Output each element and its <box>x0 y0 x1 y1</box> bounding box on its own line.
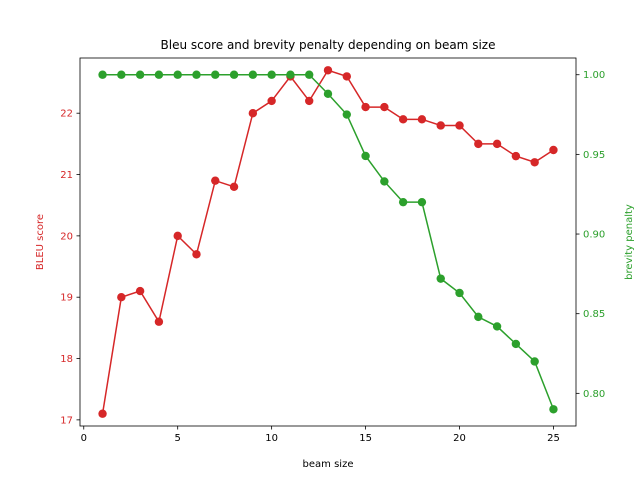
brevity-penalty-point <box>436 274 445 283</box>
left-y-tick-label: 17 <box>60 415 73 426</box>
brevity-penalty-point <box>211 70 220 79</box>
right-y-tick-label: 0.85 <box>583 309 605 320</box>
left-y-axis-title: BLEU score <box>35 214 46 270</box>
brevity-penalty-point <box>455 288 464 298</box>
x-tick-label: 0 <box>81 433 87 444</box>
brevity-penalty-point <box>417 197 427 207</box>
x-tick-label: 5 <box>175 433 181 444</box>
chart-title: Bleu score and brevity penalty depending… <box>161 38 496 52</box>
brevity-penalty-point <box>229 70 239 79</box>
right-y-tick-label: 1.00 <box>583 70 605 81</box>
brevity-penalty-point <box>286 70 295 79</box>
x-tick-label: 15 <box>359 433 372 444</box>
brevity-penalty-point <box>511 339 521 349</box>
bleu-score-point <box>342 72 351 81</box>
left-y-tick-label: 18 <box>60 354 73 365</box>
right-y-tick-label: 0.95 <box>583 150 605 161</box>
brevity-penalty-point <box>361 151 370 161</box>
brevity-penalty-point <box>135 70 145 79</box>
plot-frame <box>79 57 577 427</box>
bleu-score-point <box>455 121 464 130</box>
bleu-score-point <box>511 151 521 161</box>
brevity-penalty-point <box>398 197 408 207</box>
bleu-score-point <box>229 182 239 191</box>
bleu-score-point <box>323 66 333 75</box>
x-tick-label: 20 <box>453 433 466 444</box>
left-y-tick-label: 21 <box>60 170 73 181</box>
bleu-score-point <box>474 139 483 149</box>
bleu-score-point <box>192 250 201 259</box>
brevity-penalty-point <box>117 70 126 79</box>
bleu-score-point <box>135 286 145 296</box>
brevity-penalty-point <box>530 357 539 366</box>
right-y-axis-title: brevity penalty <box>624 204 635 280</box>
brevity-penalty-point <box>267 70 276 79</box>
bleu-score-point <box>267 96 276 106</box>
x-tick-label: 25 <box>547 433 560 444</box>
bleu-score-point <box>380 102 389 112</box>
left-y-tick-label: 22 <box>60 109 73 120</box>
brevity-penalty-point <box>192 70 201 79</box>
x-tick-label: 10 <box>265 433 278 444</box>
brevity-penalty-point <box>474 312 483 322</box>
bleu-score-point <box>117 293 126 302</box>
series-layer <box>98 66 558 418</box>
bleu-score-point <box>211 176 220 185</box>
bleu-score-point <box>398 115 408 124</box>
brevity-penalty-point <box>98 70 107 79</box>
x-axis-title: beam size <box>303 459 354 470</box>
brevity-penalty-point <box>323 89 333 99</box>
brevity-penalty-point <box>342 110 351 119</box>
brevity-penalty-point <box>173 70 182 79</box>
bleu-score-point <box>530 158 539 167</box>
brevity-penalty-point <box>492 322 502 331</box>
bleu-score-point <box>549 145 558 155</box>
left-y-tick-label: 20 <box>60 231 73 242</box>
right-y-tick-label: 0.90 <box>583 230 605 241</box>
bleu-score-point <box>417 115 427 124</box>
bleu-score-point <box>436 121 445 130</box>
bleu-score-point <box>154 317 164 326</box>
right-y-tick-label: 0.80 <box>583 389 605 400</box>
brevity-penalty-point <box>154 70 164 79</box>
left-y-tick-label: 19 <box>60 293 73 304</box>
bleu-score-point <box>492 139 502 149</box>
brevity-penalty-point <box>380 177 389 186</box>
bleu-score-point <box>98 409 107 418</box>
bleu-score-point <box>248 109 258 118</box>
brevity-penalty-point <box>248 70 258 79</box>
axes-layer: 0 5 10 15 20 25 17 18 19 20 21 22 0.80 0.85 0.90 0.95 1.… <box>60 57 605 444</box>
brevity-penalty-point <box>549 405 558 414</box>
bleu-score-point <box>361 102 370 112</box>
brevity-penalty-point <box>305 70 314 79</box>
bleu-score-point <box>305 96 314 106</box>
bleu-score-point <box>173 231 182 241</box>
